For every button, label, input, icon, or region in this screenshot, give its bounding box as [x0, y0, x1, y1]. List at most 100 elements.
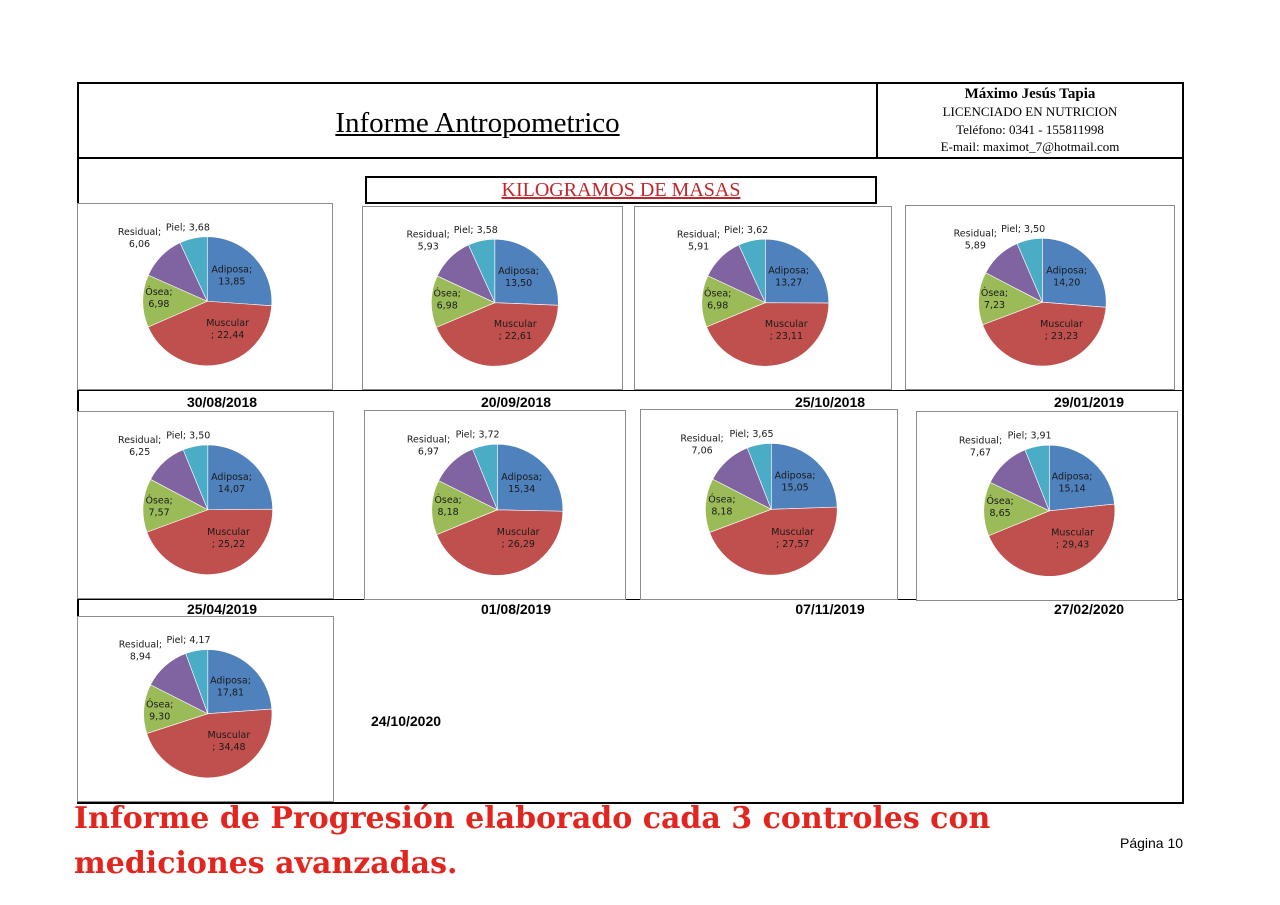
pie-chart-box: Adiposa; 17,81 Muscular; 34,48 Ósea; 9,30 Res…	[77, 616, 334, 802]
pie-chart-box: Adiposa; 15,05 Muscular; 27,57 Ósea; 8,18 Res…	[640, 409, 898, 600]
pie-label-osea: Ósea; 6,98	[145, 286, 172, 310]
report-title-cell: Informe Antropometrico	[79, 84, 878, 157]
pie-label-piel: Piel; 3,68	[166, 222, 210, 233]
pie-slice-muscular	[706, 302, 830, 367]
contact-name: Máximo Jesús Tapia	[964, 85, 1096, 102]
pie-chart: Adiposa; 14,20 Muscular; 23,23 Ósea; 7,23 Res…	[954, 224, 1107, 367]
pie-chart-box: Adiposa; 15,14 Muscular; 29,43 Ósea; 8,65 Res…	[916, 411, 1178, 601]
pie-label-muscular: Muscular; 29,43	[1051, 528, 1094, 551]
pie-label-residual: Residual; 6,97	[407, 434, 450, 457]
pie-slice-muscular	[147, 300, 272, 367]
report-header: Informe Antropometrico Máximo Jesús Tapi…	[77, 82, 1184, 159]
pie-label-adiposa: Adiposa; 15,05	[775, 471, 816, 494]
pie-label-piel: Piel; 3,62	[724, 225, 768, 236]
pie-slice-muscular	[146, 708, 273, 779]
pie-chart-box: Adiposa; 14,07 Muscular; 25,22 Ósea; 7,57 Res…	[77, 411, 334, 599]
pie-chart: Adiposa; 15,14 Muscular; 29,43 Ósea; 8,65 Res…	[959, 431, 1116, 577]
pie-label-muscular: Muscular; 23,11	[765, 319, 808, 342]
pie-label-muscular: Muscular; 22,61	[494, 319, 537, 342]
pie-slice-piel	[472, 443, 498, 510]
chart-date-label: 27/02/2020	[1053, 601, 1125, 617]
chart-date-label: 25/04/2019	[186, 601, 258, 617]
pie-slice-adiposa	[207, 444, 273, 511]
pie-slice-muscular	[988, 503, 1116, 577]
page-number: Página 10	[1120, 835, 1184, 851]
pie-label-muscular: Muscular; 34,48	[208, 730, 251, 753]
pie-label-residual: Residual; 6,25	[118, 435, 161, 458]
pie-slice-adiposa	[206, 236, 273, 307]
pie-label-osea: Ósea; 8,18	[708, 494, 735, 518]
pie-chart: Adiposa; 14,07 Muscular; 25,22 Ósea; 7,57 Res…	[118, 430, 273, 575]
pie-label-adiposa: Adiposa; 13,27	[768, 265, 809, 288]
pie-slice-piel	[179, 236, 208, 302]
contact-phone: Teléfono: 0341 - 155811998	[956, 121, 1104, 137]
progress-note: Informe de Progresión elaborado cada 3 c…	[74, 801, 991, 881]
pie-slice-osea	[142, 478, 209, 533]
pie-label-residual: Residual; 8,94	[119, 640, 162, 663]
pie-slice-piel	[746, 443, 772, 510]
pie-label-piel: Piel; 3,50	[1001, 224, 1045, 235]
pie-slice-muscular	[435, 302, 559, 367]
chart-date-label: 25/10/2018	[794, 394, 866, 410]
pie-slice-adiposa	[207, 649, 273, 715]
pie-chart: Adiposa; 13,27 Muscular; 23,11 Ósea; 6,98 Res…	[677, 225, 830, 367]
pie-label-osea: Ósea; 8,65	[986, 495, 1013, 519]
date-row-line-1	[77, 390, 1184, 391]
pie-slice-osea	[431, 480, 499, 536]
pie-chart: Adiposa; 15,05 Muscular; 27,57 Ósea; 8,18 Res…	[680, 429, 838, 576]
chart-date-label: 30/08/2018	[186, 394, 258, 410]
pie-slice-muscular	[982, 301, 1107, 367]
pie-label-piel: Piel; 3,65	[729, 429, 773, 440]
pie-label-osea: Ósea; 7,57	[145, 494, 172, 518]
pie-slice-muscular	[436, 509, 564, 576]
pie-label-residual: Residual; 5,93	[407, 229, 450, 252]
pie-label-muscular: Muscular; 22,44	[206, 318, 249, 341]
pie-label-piel: Piel; 3,50	[166, 430, 210, 441]
pie-label-osea: Ósea; 6,98	[704, 287, 731, 311]
chart-date-label: 07/11/2019	[795, 601, 865, 617]
pie-label-adiposa: Adiposa; 15,14	[1052, 472, 1093, 495]
pie-label-osea: Ósea; 9,30	[146, 698, 173, 722]
pie-label-muscular: Muscular; 27,57	[771, 527, 814, 550]
pie-label-osea: Ósea; 8,18	[434, 494, 461, 518]
pie-chart: Adiposa; 15,34 Muscular; 26,29 Ósea; 8,18 Res…	[407, 430, 564, 576]
pie-slice-piel	[1016, 238, 1043, 303]
pie-chart-box: Adiposa; 13,85 Muscular; 22,44 Ósea; 6,98 Res…	[77, 203, 333, 390]
pie-label-adiposa: Adiposa; 13,85	[211, 264, 252, 287]
pie-label-residual: Residual; 6,06	[118, 227, 161, 250]
contact-role: LICENCIADO EN NUTRICION	[942, 104, 1118, 119]
pie-chart-box: Adiposa; 15,34 Muscular; 26,29 Ósea; 8,18 Res…	[364, 410, 626, 600]
pie-chart: Adiposa; 13,85 Muscular; 22,44 Ósea; 6,98 Res…	[118, 222, 273, 367]
pie-label-muscular: Muscular; 23,23	[1040, 319, 1083, 342]
pie-label-muscular: Muscular; 26,29	[497, 527, 540, 550]
pie-label-adiposa: Adiposa; 17,81	[210, 675, 251, 698]
pie-label-osea: Ósea; 7,23	[981, 287, 1008, 311]
pie-label-adiposa: Adiposa; 14,07	[211, 472, 252, 495]
pie-slice-osea	[983, 482, 1051, 537]
chart-date-label: 20/09/2018	[480, 394, 552, 410]
pie-label-piel: Piel; 4,17	[166, 635, 210, 646]
pie-label-piel: Piel; 3,72	[456, 430, 500, 441]
pie-chart-box: Adiposa; 13,27 Muscular; 23,11 Ósea; 6,98 Res…	[634, 206, 892, 390]
pie-slice-adiposa	[1049, 444, 1115, 512]
pie-label-piel: Piel; 3,91	[1008, 431, 1052, 442]
pie-slice-muscular	[146, 508, 273, 575]
pie-slice-piel	[468, 238, 496, 303]
pie-chart-box: Adiposa; 14,20 Muscular; 23,23 Ósea; 7,23 Res…	[905, 205, 1175, 390]
date-row-line-2	[77, 599, 1184, 600]
pie-slice-osea	[705, 478, 773, 533]
pie-slice-piel	[1024, 444, 1050, 511]
chart-date-label: 01/08/2019	[480, 601, 552, 617]
pie-chart-box: Adiposa; 13,50 Muscular; 22,61 Ósea; 6,98 Res…	[362, 206, 623, 390]
pie-label-adiposa: Adiposa; 15,34	[501, 472, 542, 495]
pie-slice-osea	[978, 272, 1044, 326]
section-title: KILOGRAMOS DE MASAS	[365, 176, 877, 204]
pie-label-adiposa: Adiposa; 14,20	[1046, 266, 1087, 289]
pie-slice-piel	[182, 444, 209, 510]
pie-chart: Adiposa; 17,81 Muscular; 34,48 Ósea; 9,30 Res…	[119, 635, 273, 779]
pie-slice-adiposa	[1042, 238, 1107, 308]
contact-email: E-mail: maximot_7@hotmail.com	[940, 139, 1120, 154]
pie-chart: Adiposa; 13,50 Muscular; 22,61 Ósea; 6,98 Res…	[407, 225, 559, 367]
pie-slice-adiposa	[764, 238, 830, 304]
pie-slice-piel	[185, 649, 209, 714]
